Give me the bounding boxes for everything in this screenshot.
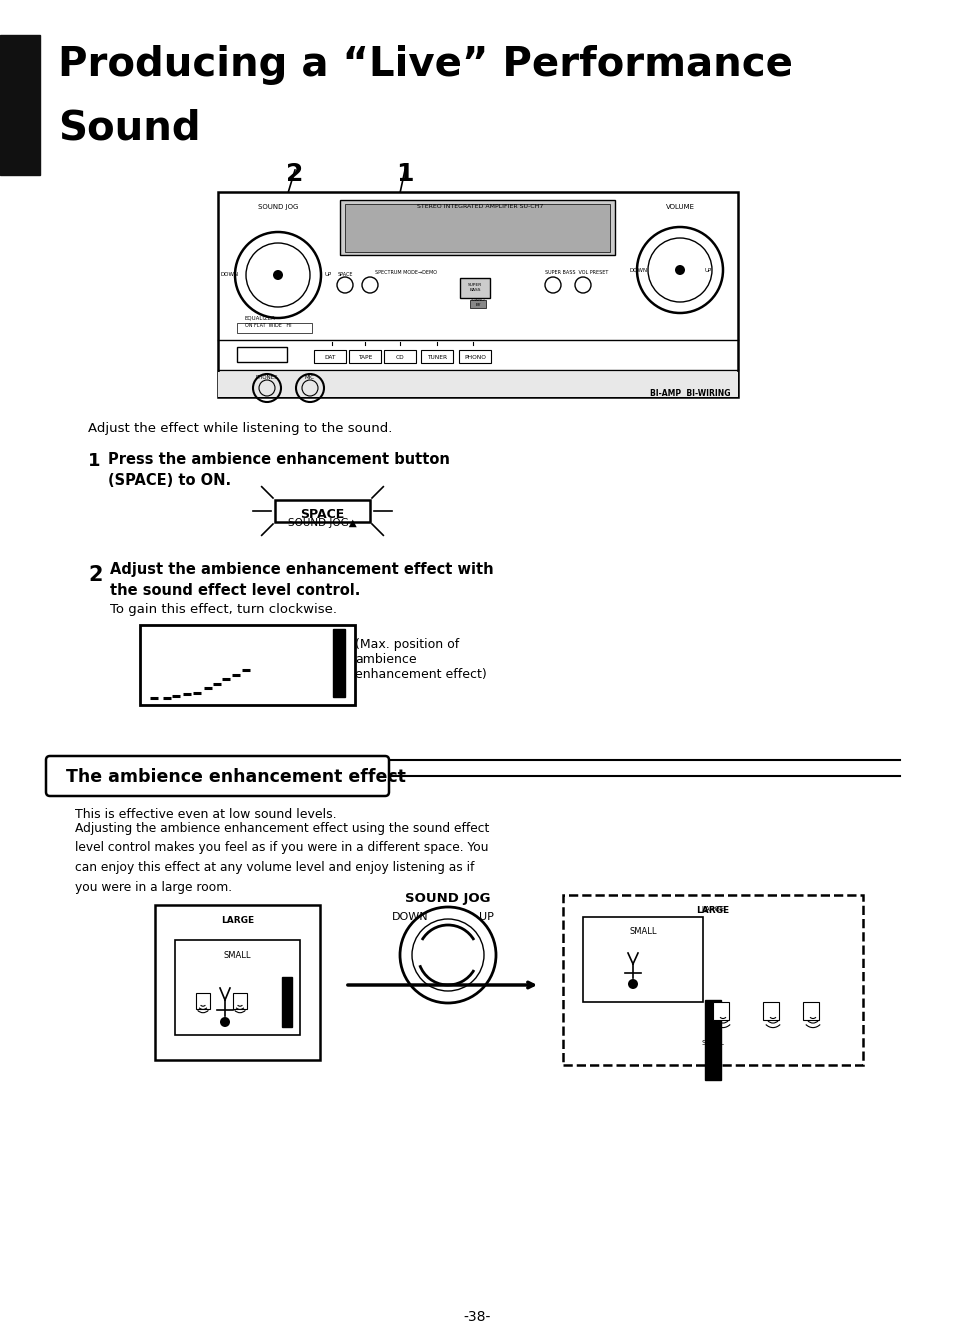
- Bar: [314, 351, 346, 363]
- Text: The ambience enhancement effect: The ambience enhancement effect: [66, 768, 405, 786]
- Text: SMALL: SMALL: [277, 958, 295, 962]
- Text: STEREO INTEGRATED AMPLIFIER SU-CH7: STEREO INTEGRATED AMPLIFIER SU-CH7: [416, 204, 542, 209]
- FancyBboxPatch shape: [46, 756, 389, 796]
- Text: SPACE: SPACE: [337, 272, 353, 277]
- Bar: [236, 323, 312, 333]
- Bar: [458, 351, 491, 363]
- Text: STAND
BY: STAND BY: [470, 299, 485, 307]
- Text: -38-: -38-: [463, 1310, 490, 1324]
- Text: Adjusting the ambience enhancement effect using the sound effect
level control m: Adjusting the ambience enhancement effec…: [75, 822, 489, 893]
- Text: UP: UP: [704, 268, 712, 272]
- Text: This is effective even at low sound levels.: This is effective even at low sound leve…: [75, 808, 336, 821]
- Circle shape: [675, 265, 684, 275]
- Text: SMALL: SMALL: [700, 1040, 723, 1046]
- Bar: [218, 372, 738, 397]
- Text: UP: UP: [478, 912, 493, 922]
- Bar: [459, 279, 490, 299]
- Text: Sound: Sound: [58, 108, 200, 148]
- Text: 2: 2: [88, 565, 102, 585]
- Text: UP: UP: [325, 272, 332, 277]
- Bar: [218, 192, 738, 397]
- Bar: [154, 905, 319, 1060]
- Text: SUPER BASS  VOL PRESET: SUPER BASS VOL PRESET: [544, 271, 608, 275]
- Text: DOWN: DOWN: [392, 912, 428, 922]
- Text: (Max. position of
ambience
enhancement effect): (Max. position of ambience enhancement e…: [355, 639, 486, 681]
- Text: EQUALIZER: EQUALIZER: [245, 315, 275, 320]
- Text: LARGE: LARGE: [221, 916, 253, 925]
- Bar: [282, 977, 292, 1026]
- Text: SOUND JOG: SOUND JOG: [405, 892, 490, 905]
- Text: LARGE: LARGE: [696, 906, 729, 914]
- Bar: [349, 351, 380, 363]
- Bar: [0, 35, 40, 175]
- Text: TAPE: TAPE: [357, 355, 372, 360]
- Text: LARGE: LARGE: [700, 906, 724, 912]
- Bar: [582, 917, 702, 1002]
- Text: 1: 1: [395, 163, 414, 187]
- Text: Press the ambience enhancement button: Press the ambience enhancement button: [108, 452, 450, 467]
- Text: SPACE: SPACE: [299, 508, 344, 521]
- Text: DOWN: DOWN: [221, 272, 239, 277]
- Text: MIC: MIC: [305, 375, 314, 380]
- Text: TUNER: TUNER: [427, 355, 447, 360]
- Bar: [420, 351, 453, 363]
- Text: the sound effect level control.: the sound effect level control.: [110, 583, 360, 599]
- Text: DAT: DAT: [324, 355, 335, 360]
- Bar: [802, 1002, 818, 1020]
- Bar: [274, 500, 370, 523]
- Bar: [233, 993, 247, 1009]
- Text: To gain this effect, turn clockwise.: To gain this effect, turn clockwise.: [110, 603, 336, 616]
- Bar: [712, 1002, 728, 1020]
- Bar: [140, 625, 355, 705]
- Text: Adjust the effect while listening to the sound.: Adjust the effect while listening to the…: [88, 423, 392, 435]
- Bar: [562, 894, 862, 1065]
- Bar: [333, 629, 345, 697]
- Circle shape: [627, 978, 638, 989]
- Bar: [195, 993, 210, 1009]
- Text: PHONES: PHONES: [255, 375, 278, 380]
- Text: DOWN: DOWN: [629, 268, 647, 272]
- Bar: [762, 1002, 779, 1020]
- Text: BI-AMP  BI-WIRING: BI-AMP BI-WIRING: [649, 389, 729, 399]
- Text: SMALL: SMALL: [629, 926, 656, 936]
- Circle shape: [220, 1017, 230, 1026]
- Bar: [704, 1000, 720, 1080]
- Text: SMALL: SMALL: [224, 950, 251, 960]
- Bar: [470, 300, 485, 308]
- Text: SOUND JOG▲: SOUND JOG▲: [287, 519, 356, 528]
- Bar: [174, 940, 299, 1034]
- Text: 2: 2: [286, 163, 303, 187]
- Bar: [384, 351, 416, 363]
- Text: SUPER
BASS: SUPER BASS: [467, 283, 481, 292]
- Bar: [236, 347, 287, 363]
- Text: Producing a “Live” Performance: Producing a “Live” Performance: [58, 45, 792, 85]
- Text: (SPACE) to ON.: (SPACE) to ON.: [108, 473, 231, 488]
- Text: SOUND JOG: SOUND JOG: [257, 204, 298, 211]
- Text: ON FLAT  WIDE   HI: ON FLAT WIDE HI: [245, 323, 292, 328]
- Text: 1: 1: [88, 452, 100, 471]
- Text: Adjust the ambience enhancement effect with: Adjust the ambience enhancement effect w…: [110, 563, 493, 577]
- Text: VOLUME: VOLUME: [665, 204, 694, 211]
- Text: PHONO: PHONO: [463, 355, 485, 360]
- Text: SPECTRUM MODE→DEMO: SPECTRUM MODE→DEMO: [375, 271, 436, 275]
- Bar: [339, 200, 615, 255]
- Bar: [345, 204, 609, 252]
- Circle shape: [273, 271, 283, 280]
- Text: CD: CD: [395, 355, 404, 360]
